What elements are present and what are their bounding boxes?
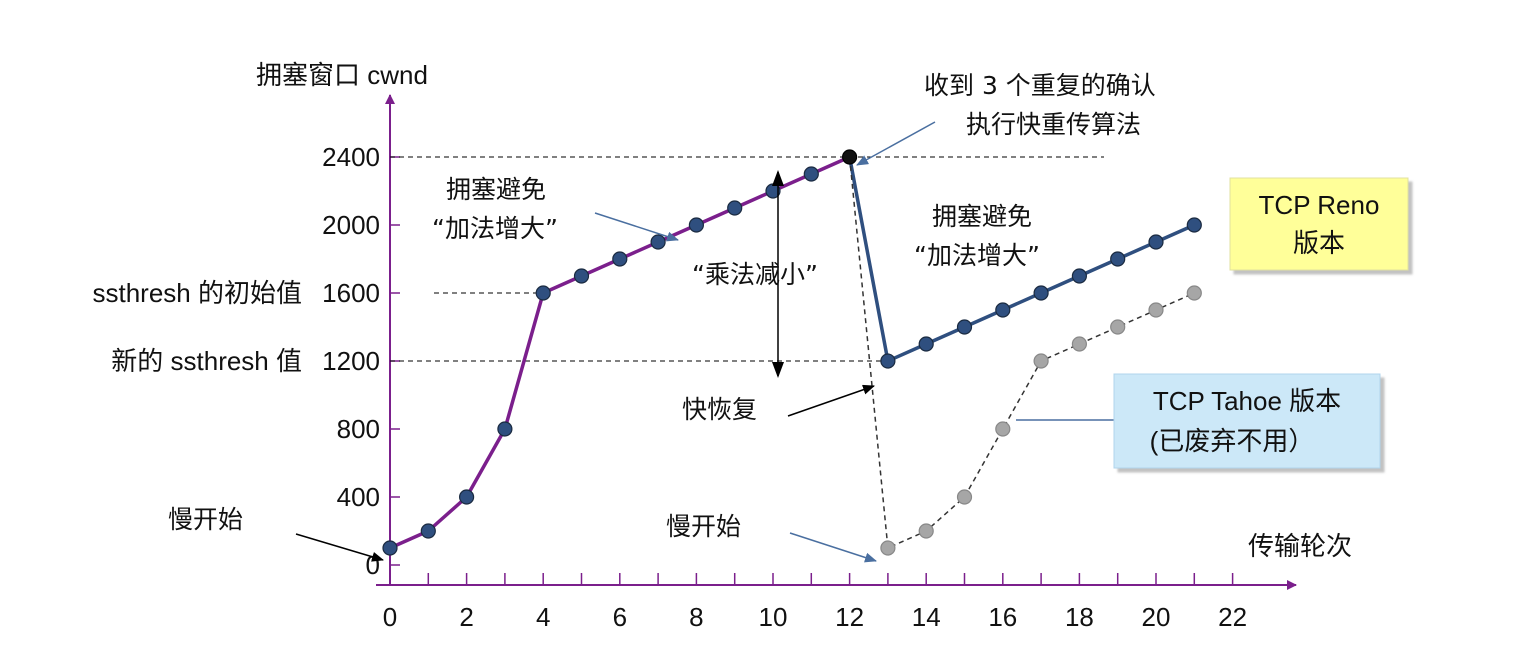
- series-point-tahoe: [1110, 319, 1126, 335]
- series-point-slow-start-avoid: [459, 489, 475, 505]
- series-point-tahoe: [1148, 302, 1164, 318]
- y-tick-label: 2400: [322, 142, 380, 172]
- x-tick-label: 6: [613, 602, 627, 632]
- series-point-tahoe: [1033, 353, 1049, 369]
- dup-ack-label-2: 执行快重传算法: [966, 110, 1141, 139]
- x-tick-label: 2: [459, 602, 473, 632]
- y-tick-label: 800: [337, 414, 380, 444]
- series-point-tahoe: [995, 421, 1011, 437]
- x-tick-label: 10: [759, 602, 788, 632]
- series-point-slow-start-avoid: [650, 234, 666, 250]
- series-point-reno: [1186, 217, 1202, 233]
- series-point-reno: [1148, 234, 1164, 250]
- series-point-slow-start-avoid: [535, 285, 551, 301]
- series-point-slow-start-avoid: [573, 268, 590, 284]
- reno-box-line2: 版本: [1293, 228, 1345, 258]
- y-tick-label: 2000: [322, 210, 380, 240]
- x-axis-label: 传输轮次: [1248, 531, 1352, 561]
- series-point-reno: [956, 319, 973, 335]
- series-point-slow-start-avoid: [382, 540, 398, 556]
- series-point-slow-start-avoid: [727, 200, 743, 216]
- x-tick-label: 8: [689, 602, 703, 632]
- series-point-reno: [1071, 268, 1088, 284]
- x-tick-label: 20: [1142, 602, 1171, 632]
- reno-version-box: TCP Reno 版本: [1229, 177, 1409, 271]
- y-named-label: 新的 ssthresh 值: [111, 346, 302, 376]
- series-point-reno: [880, 353, 896, 369]
- slow-start-arrow-2: [789, 532, 877, 563]
- dup-ack-label-1: 收到 3 个重复的确认: [924, 71, 1156, 100]
- series-point-slow-start-avoid: [841, 149, 858, 165]
- congestion-avoid-label-1b: “加法增大”: [432, 214, 558, 243]
- y-tick-label: 1600: [322, 278, 380, 308]
- x-tick-label: 0: [383, 602, 397, 632]
- tahoe-version-box: TCP Tahoe 版本 (已废弃不用）: [1113, 373, 1381, 469]
- fast-recovery-arrow: [787, 384, 875, 417]
- tahoe-box-line1: TCP Tahoe 版本: [1153, 386, 1341, 416]
- series-point-reno: [1110, 251, 1126, 267]
- y-tick-label: 1200: [322, 346, 380, 376]
- x-tick-label: 16: [988, 602, 1017, 632]
- guide-lines: [390, 156, 1104, 362]
- slow-start-arrow-1: [295, 533, 384, 562]
- series-point-tahoe: [1186, 285, 1202, 301]
- series-point-slow-start-avoid: [803, 166, 819, 182]
- mult-decrease-arrow: [772, 170, 784, 378]
- dup-ack-arrow: [856, 121, 936, 166]
- congestion-avoid-label-2a: 拥塞避免: [932, 202, 1032, 231]
- series-point-reno: [918, 336, 934, 352]
- x-tick-label: 12: [835, 602, 864, 632]
- slow-start-label-2: 慢开始: [666, 512, 741, 541]
- x-tick-label: 4: [536, 602, 550, 632]
- mult-decrease-label: “乘法减小”: [692, 260, 818, 289]
- series-point-reno: [995, 302, 1011, 318]
- series-point-reno: [1033, 285, 1049, 301]
- congestion-avoid-label-1a: 拥塞避免: [446, 175, 546, 204]
- series-point-tahoe: [1071, 336, 1088, 352]
- slow-start-label-1: 慢开始: [168, 505, 243, 534]
- series-point-slow-start-avoid: [420, 523, 436, 539]
- x-tick-label: 18: [1065, 602, 1094, 632]
- x-ticks: 0 2 4 6 8 10 12 14 16 18 20 22: [383, 573, 1247, 632]
- series-point-slow-start-avoid: [497, 421, 513, 437]
- y-tick-label: 400: [337, 482, 380, 512]
- y-tick-label: 0: [366, 550, 380, 580]
- y-axis-label: 拥塞窗口 cwnd: [256, 60, 428, 90]
- series-point-tahoe: [956, 489, 973, 505]
- fast-recovery-label: 快恢复: [682, 395, 757, 424]
- series-point-tahoe: [918, 523, 934, 539]
- series-point-slow-start-avoid: [688, 217, 705, 233]
- series-line-reno: [847, 156, 1196, 363]
- series-line-tahoe: [848, 156, 1195, 549]
- cong-avoid-arrow: [594, 212, 679, 242]
- series-point-slow-start-avoid: [612, 251, 628, 267]
- x-tick-label: 22: [1218, 602, 1247, 632]
- x-tick-label: 14: [912, 602, 941, 632]
- series-points: [382, 149, 1202, 556]
- reno-box-line1: TCP Reno: [1259, 190, 1380, 220]
- congestion-avoid-label-2b: “加法增大”: [914, 241, 1040, 270]
- tahoe-box-line2: (已废弃不用）: [1150, 426, 1315, 456]
- series-point-tahoe: [880, 540, 896, 556]
- y-named-label: ssthresh 的初始值: [93, 278, 303, 308]
